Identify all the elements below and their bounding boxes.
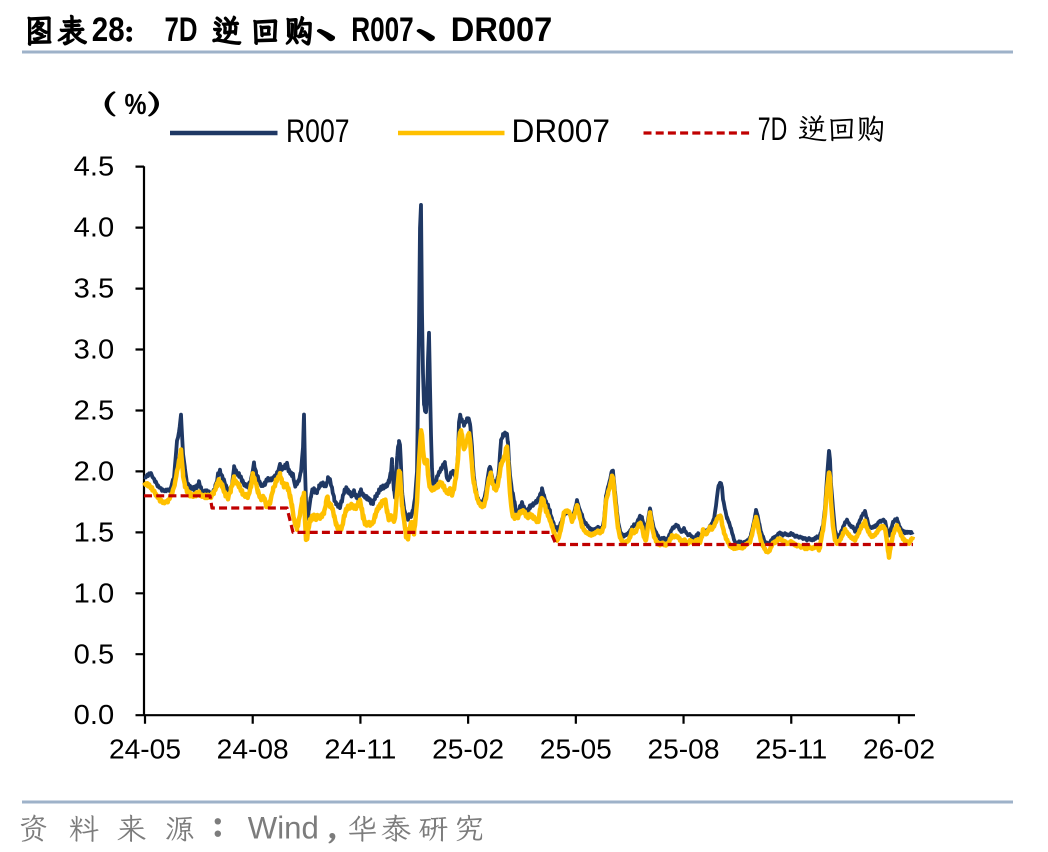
svg-text:R007: R007 bbox=[351, 11, 414, 49]
svg-text:3.0: 3.0 bbox=[74, 334, 115, 365]
svg-text:24-08: 24-08 bbox=[217, 734, 289, 765]
svg-text:25-02: 25-02 bbox=[432, 734, 504, 765]
svg-text:25-11: 25-11 bbox=[755, 734, 827, 765]
svg-text:25-08: 25-08 bbox=[648, 734, 720, 765]
svg-text:Wind: Wind bbox=[248, 810, 319, 846]
svg-text:R007: R007 bbox=[286, 113, 350, 149]
svg-text:0.0: 0.0 bbox=[74, 699, 115, 730]
svg-text:4.0: 4.0 bbox=[74, 212, 115, 243]
svg-text:7D: 7D bbox=[165, 11, 198, 49]
svg-text:28: 28 bbox=[92, 11, 125, 49]
svg-text:2.0: 2.0 bbox=[74, 455, 115, 486]
svg-text:24-05: 24-05 bbox=[109, 734, 181, 765]
svg-text:24-11: 24-11 bbox=[324, 734, 396, 765]
svg-text:2.5: 2.5 bbox=[74, 394, 115, 425]
svg-text:26-02: 26-02 bbox=[863, 734, 935, 765]
svg-text:1.0: 1.0 bbox=[74, 577, 115, 608]
svg-text:DR007: DR007 bbox=[512, 113, 611, 149]
svg-text:4.5: 4.5 bbox=[74, 151, 115, 182]
svg-text:25-05: 25-05 bbox=[540, 734, 612, 765]
svg-text:7D: 7D bbox=[758, 111, 788, 147]
svg-text:DR007: DR007 bbox=[451, 11, 553, 49]
svg-text:3.5: 3.5 bbox=[74, 273, 115, 304]
svg-text:0.5: 0.5 bbox=[74, 638, 115, 669]
svg-text:1.5: 1.5 bbox=[74, 516, 115, 547]
svg-text:%: % bbox=[125, 89, 147, 121]
